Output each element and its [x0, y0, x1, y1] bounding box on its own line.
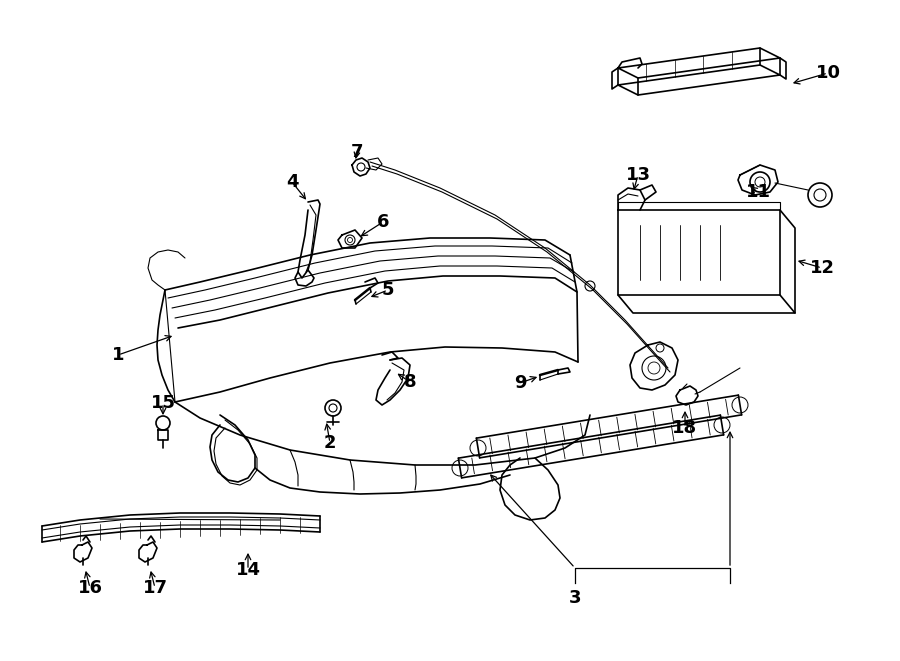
Text: 14: 14 — [236, 561, 260, 579]
Text: 17: 17 — [142, 579, 167, 597]
Text: 9: 9 — [514, 374, 526, 392]
Text: 11: 11 — [745, 183, 770, 201]
Text: 2: 2 — [324, 434, 337, 452]
Text: 12: 12 — [809, 259, 834, 277]
Text: 13: 13 — [626, 166, 651, 184]
Text: 18: 18 — [672, 419, 698, 437]
Text: 7: 7 — [351, 143, 364, 161]
Text: 6: 6 — [377, 213, 389, 231]
Text: 4: 4 — [286, 173, 298, 191]
Text: 15: 15 — [150, 394, 176, 412]
Text: 5: 5 — [382, 281, 394, 299]
Text: 10: 10 — [815, 64, 841, 82]
Text: 1: 1 — [112, 346, 124, 364]
Text: 16: 16 — [77, 579, 103, 597]
Text: 8: 8 — [404, 373, 417, 391]
Text: 3: 3 — [569, 589, 581, 607]
